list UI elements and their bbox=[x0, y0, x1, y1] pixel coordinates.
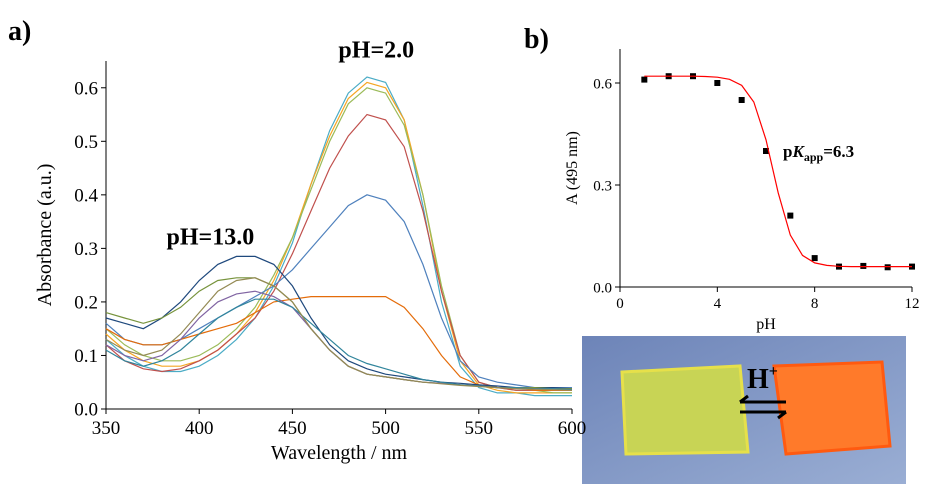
y-axis-label: A (495 nm) bbox=[564, 131, 581, 205]
yellow-film bbox=[620, 364, 750, 456]
x-tick-label: 350 bbox=[92, 418, 121, 439]
x-tick-label: 450 bbox=[278, 418, 307, 439]
spectrum-line bbox=[105, 277, 573, 391]
annotation: pKapp=6.3 bbox=[783, 142, 854, 164]
panel-label: b) bbox=[524, 24, 549, 55]
y-tick-label: 0.6 bbox=[74, 78, 98, 99]
x-tick-label: 550 bbox=[465, 418, 494, 439]
h: H bbox=[747, 364, 769, 395]
y-axis-label: Absorbance (a.u.) bbox=[34, 164, 56, 307]
annotation: pH=13.0 bbox=[167, 224, 255, 250]
data-point bbox=[811, 255, 818, 262]
data-point bbox=[787, 212, 794, 219]
y-tick-label: 0.4 bbox=[74, 185, 98, 206]
spectrum-line bbox=[105, 194, 572, 389]
annotation-prefix: p bbox=[783, 142, 792, 161]
annotation-subscript: app bbox=[804, 150, 824, 164]
data-point bbox=[884, 264, 891, 271]
spectrum-line bbox=[105, 113, 572, 391]
x-tick-label: 12 bbox=[905, 296, 920, 312]
x-tick-label: 4 bbox=[714, 296, 722, 312]
photo: H+ bbox=[582, 336, 906, 484]
spectrum-line bbox=[105, 255, 573, 390]
fit-line bbox=[644, 75, 912, 268]
y-tick-label: 0.6 bbox=[593, 76, 612, 92]
annotation: pH=2.0 bbox=[338, 38, 414, 64]
photo-label: H+ bbox=[747, 363, 778, 395]
y-tick-label: 0.3 bbox=[593, 178, 612, 194]
y-tick-label: 0.0 bbox=[593, 280, 612, 296]
annotation-suffix: =6.3 bbox=[823, 142, 854, 161]
plus: + bbox=[769, 363, 778, 380]
x-tick-label: 600 bbox=[558, 418, 587, 439]
spectrum-line bbox=[105, 298, 573, 391]
x-axis-label: pH bbox=[756, 316, 776, 333]
x-tick-label: 8 bbox=[811, 296, 819, 312]
panel-label: a) bbox=[8, 16, 31, 47]
x-axis-label: Wavelength / nm bbox=[271, 442, 408, 464]
annotation-italic: K bbox=[792, 142, 806, 161]
orange-film bbox=[772, 360, 892, 456]
x-tick-label: 400 bbox=[185, 418, 214, 439]
data-point bbox=[714, 80, 721, 86]
spectrum-line bbox=[105, 81, 572, 394]
y-tick-label: 0.5 bbox=[74, 132, 98, 153]
y-tick-label: 0.2 bbox=[74, 293, 98, 314]
x-tick-label: 0 bbox=[616, 296, 624, 312]
data-point bbox=[763, 148, 769, 154]
y-tick-label: 0.3 bbox=[74, 239, 98, 260]
x-tick-label: 500 bbox=[371, 418, 400, 439]
y-tick-label: 0.1 bbox=[74, 346, 98, 367]
spectrum-line bbox=[105, 76, 572, 397]
y-tick-label: 0.0 bbox=[74, 400, 98, 421]
data-point bbox=[860, 262, 867, 269]
data-point bbox=[738, 97, 745, 103]
equilibrium-arrows bbox=[739, 394, 787, 420]
data-point bbox=[641, 76, 648, 83]
